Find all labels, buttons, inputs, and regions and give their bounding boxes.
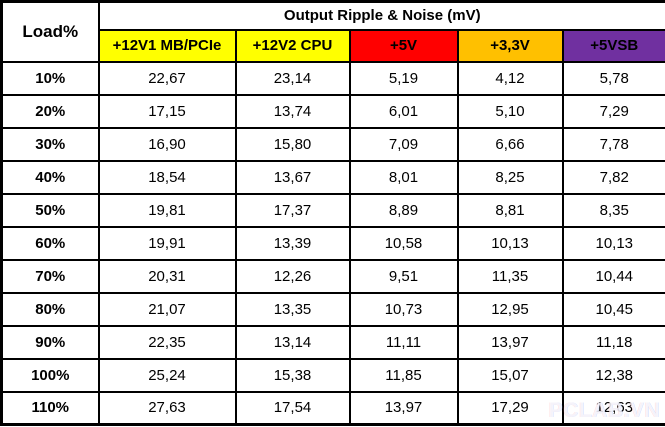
value-cell: 12,95 <box>456 291 564 327</box>
load-cell: 20% <box>0 93 100 129</box>
value-cell: 9,51 <box>348 258 459 294</box>
value-cell: 7,09 <box>348 126 459 162</box>
column-header-12v1-mb-pcie: +12V1 MB/PCIe <box>97 28 237 63</box>
table-title: Output Ripple & Noise (mV) <box>97 0 665 31</box>
value-cell: 12,38 <box>561 357 665 393</box>
value-cell: 21,07 <box>97 291 237 327</box>
value-cell: 17,54 <box>234 390 351 426</box>
value-cell: 19,81 <box>97 192 237 228</box>
value-cell: 10,13 <box>456 225 564 261</box>
value-cell: 5,10 <box>456 93 564 129</box>
value-cell: 12,63 <box>561 390 665 426</box>
value-cell: 13,97 <box>348 390 459 426</box>
table-row: 100% 25,24 15,38 11,85 15,07 12,38 <box>0 357 665 393</box>
value-cell: 20,31 <box>97 258 237 294</box>
value-cell: 7,82 <box>561 159 665 195</box>
value-cell: 15,80 <box>234 126 351 162</box>
value-cell: 22,67 <box>97 60 237 96</box>
load-cell: 90% <box>0 324 100 360</box>
value-cell: 22,35 <box>97 324 237 360</box>
load-cell: 100% <box>0 357 100 393</box>
column-header-5vsb: +5VSB <box>561 28 665 63</box>
load-cell: 80% <box>0 291 100 327</box>
value-cell: 11,11 <box>348 324 459 360</box>
table-row: 50% 19,81 17,37 8,89 8,81 8,35 <box>0 192 665 228</box>
load-cell: 10% <box>0 60 100 96</box>
value-cell: 17,37 <box>234 192 351 228</box>
value-cell: 6,66 <box>456 126 564 162</box>
value-cell: 8,01 <box>348 159 459 195</box>
column-header-5v: +5V <box>348 28 459 63</box>
value-cell: 25,24 <box>97 357 237 393</box>
value-cell: 13,14 <box>234 324 351 360</box>
value-cell: 15,07 <box>456 357 564 393</box>
table-row: 60% 19,91 13,39 10,58 10,13 10,13 <box>0 225 665 261</box>
value-cell: 19,91 <box>97 225 237 261</box>
value-cell: 4,12 <box>456 60 564 96</box>
load-cell: 30% <box>0 126 100 162</box>
header-row-rails: +12V1 MB/PCIe +12V2 CPU +5V +3,3V +5VSB <box>2 28 665 63</box>
value-cell: 13,74 <box>234 93 351 129</box>
value-cell: 10,44 <box>561 258 665 294</box>
load-cell: 50% <box>0 192 100 228</box>
table-row: 30% 16,90 15,80 7,09 6,66 7,78 <box>0 126 665 162</box>
value-cell: 10,73 <box>348 291 459 327</box>
load-cell: 40% <box>0 159 100 195</box>
value-cell: 11,18 <box>561 324 665 360</box>
value-cell: 13,67 <box>234 159 351 195</box>
load-percent-header: Load% <box>0 0 100 63</box>
value-cell: 13,35 <box>234 291 351 327</box>
table-row: 40% 18,54 13,67 8,01 8,25 7,82 <box>0 159 665 195</box>
value-cell: 17,15 <box>97 93 237 129</box>
value-cell: 7,78 <box>561 126 665 162</box>
value-cell: 5,78 <box>561 60 665 96</box>
table-row: 90% 22,35 13,14 11,11 13,97 11,18 <box>0 324 665 360</box>
column-header-12v2-cpu: +12V2 CPU <box>234 28 351 63</box>
value-cell: 11,35 <box>456 258 564 294</box>
load-cell: 70% <box>0 258 100 294</box>
table-row: 20% 17,15 13,74 6,01 5,10 7,29 <box>0 93 665 129</box>
table-row: 80% 21,07 13,35 10,73 12,95 10,45 <box>0 291 665 327</box>
value-cell: 11,85 <box>348 357 459 393</box>
load-cell: 60% <box>0 225 100 261</box>
value-cell: 7,29 <box>561 93 665 129</box>
load-cell: 110% <box>0 390 100 426</box>
table-row: 110% 27,63 17,54 13,97 17,29 12,63 <box>0 390 665 426</box>
value-cell: 18,54 <box>97 159 237 195</box>
value-cell: 5,19 <box>348 60 459 96</box>
value-cell: 8,25 <box>456 159 564 195</box>
value-cell: 8,35 <box>561 192 665 228</box>
value-cell: 15,38 <box>234 357 351 393</box>
value-cell: 13,97 <box>456 324 564 360</box>
header-row-title: Load% Output Ripple & Noise (mV) <box>0 0 665 63</box>
value-cell: 27,63 <box>97 390 237 426</box>
value-cell: 23,14 <box>234 60 351 96</box>
value-cell: 12,26 <box>234 258 351 294</box>
table-row: 70% 20,31 12,26 9,51 11,35 10,44 <box>0 258 665 294</box>
column-header-3v3: +3,3V <box>456 28 564 63</box>
value-cell: 8,81 <box>456 192 564 228</box>
value-cell: 17,29 <box>456 390 564 426</box>
value-cell: 16,90 <box>97 126 237 162</box>
value-cell: 8,89 <box>348 192 459 228</box>
value-cell: 6,01 <box>348 93 459 129</box>
value-cell: 13,39 <box>234 225 351 261</box>
value-cell: 10,45 <box>561 291 665 327</box>
table-row: 10% 22,67 23,14 5,19 4,12 5,78 <box>0 60 665 96</box>
value-cell: 10,58 <box>348 225 459 261</box>
value-cell: 10,13 <box>561 225 665 261</box>
